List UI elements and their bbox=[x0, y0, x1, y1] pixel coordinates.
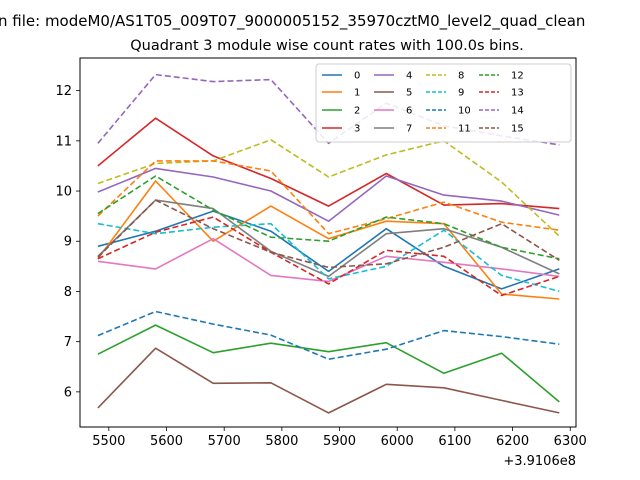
series-line-12 bbox=[97, 175, 560, 260]
series-line-6 bbox=[97, 237, 560, 283]
x-tick-label: 5700 bbox=[208, 434, 241, 449]
x-tick-label: 6300 bbox=[554, 434, 587, 449]
series-line-3 bbox=[97, 117, 560, 210]
series-line-5 bbox=[97, 347, 560, 414]
y-tick-label: 6 bbox=[64, 385, 72, 400]
series-line-7 bbox=[97, 199, 560, 278]
legend-label-1: 1 bbox=[354, 88, 360, 99]
series-line-13 bbox=[97, 216, 560, 297]
legend-label-8: 8 bbox=[458, 71, 464, 82]
y-tick-label: 12 bbox=[55, 84, 72, 99]
x-tick-label: 5500 bbox=[92, 434, 125, 449]
series-line-8 bbox=[97, 139, 560, 237]
y-tick-label: 11 bbox=[55, 134, 72, 149]
legend-label-0: 0 bbox=[354, 71, 360, 82]
series-line-11 bbox=[97, 160, 560, 235]
series-line-10 bbox=[97, 310, 560, 361]
legend-label-11: 11 bbox=[458, 124, 471, 135]
legend-label-13: 13 bbox=[511, 88, 524, 99]
legend-label-10: 10 bbox=[458, 106, 471, 117]
y-tick-label: 10 bbox=[55, 185, 72, 200]
legend-label-4: 4 bbox=[406, 71, 412, 82]
legend-label-12: 12 bbox=[511, 71, 524, 82]
x-tick-label: 6100 bbox=[438, 434, 471, 449]
legend-label-9: 9 bbox=[458, 88, 464, 99]
x-tick-label: 5800 bbox=[265, 434, 298, 449]
axes: 5500 5600 5700 5800 5900 6000 6100 6200 6300 6 7 8 9… bbox=[55, 84, 586, 449]
series-line-4 bbox=[97, 167, 560, 222]
plot-frame bbox=[79, 57, 577, 428]
legend-label-15: 15 bbox=[511, 124, 524, 135]
legend-label-2: 2 bbox=[354, 106, 360, 117]
x-tick-label: 5900 bbox=[323, 434, 356, 449]
y-tick-label: 9 bbox=[64, 235, 72, 250]
series-line-2 bbox=[97, 324, 560, 403]
x-tick-label: 5600 bbox=[150, 434, 183, 449]
series-lines bbox=[97, 73, 560, 414]
legend-label-3: 3 bbox=[354, 124, 360, 135]
figure-suptitle: n file: modeM0/AS1T05_009T07_9000005152_… bbox=[0, 12, 585, 31]
series-line-0 bbox=[97, 210, 560, 290]
x-tick-label: 6000 bbox=[381, 434, 414, 449]
legend-label-5: 5 bbox=[406, 88, 412, 99]
y-tick-label: 8 bbox=[64, 285, 72, 300]
series-line-9 bbox=[97, 222, 560, 293]
legend-label-7: 7 bbox=[406, 124, 412, 135]
legend-label-6: 6 bbox=[406, 106, 412, 117]
series-line-15 bbox=[97, 199, 560, 269]
legend-box bbox=[315, 63, 572, 143]
x-tick-label: 6200 bbox=[496, 434, 529, 449]
legend-label-14: 14 bbox=[511, 106, 524, 117]
series-line-1 bbox=[97, 180, 560, 300]
x-offset-label: +3.9106e8 bbox=[503, 454, 576, 469]
chart-title: Quadrant 3 module wise count rates with … bbox=[130, 38, 524, 54]
y-tick-label: 7 bbox=[64, 335, 72, 350]
